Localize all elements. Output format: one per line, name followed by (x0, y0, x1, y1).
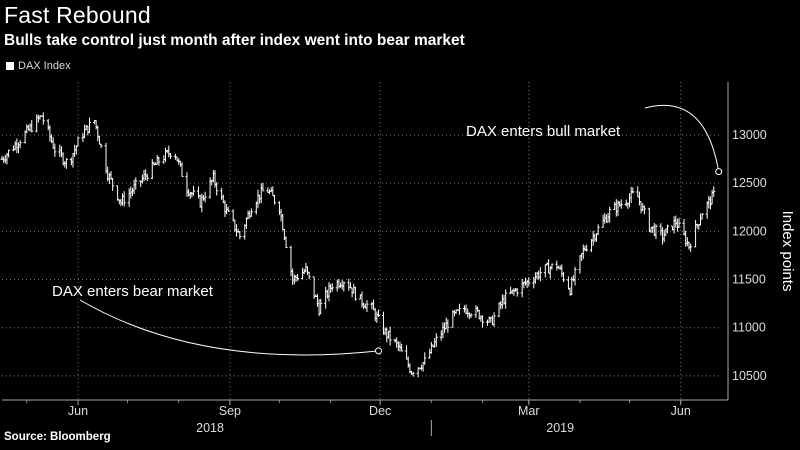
chart-title: Fast Rebound (4, 2, 151, 28)
bull-market-marker (715, 168, 723, 176)
x-tick-label: Sep (219, 404, 241, 418)
bear-market-marker (375, 347, 383, 355)
y-tick-label: 12000 (732, 224, 767, 238)
year-label: 2019 (546, 421, 574, 435)
annotations: DAX enters bear market DAX enters bull ma… (52, 104, 723, 356)
bull-market-label: DAX enters bull market (466, 123, 621, 140)
x-tick-label: Mar (518, 404, 540, 418)
y-tick-label: 10500 (732, 369, 767, 383)
bull-market-connector (644, 104, 720, 172)
bear-market-label: DAX enters bear market (52, 283, 214, 300)
source-note: Source: Bloomberg (4, 431, 111, 443)
y-tick-label: 13000 (732, 128, 767, 142)
bear-market-connector (79, 299, 379, 356)
x-tick-label: Dec (369, 404, 391, 418)
y-axis-title: Index points (779, 211, 796, 292)
y-tick-label: 12500 (732, 176, 767, 190)
year-label: 2018 (196, 421, 224, 435)
legend-swatch (6, 62, 14, 70)
legend: DAX Index (6, 60, 71, 72)
ohlc-series (0, 112, 716, 378)
axes: 10500 11000 11500 12000 12500 13000 Jun Sep Dec M… (2, 82, 796, 436)
x-tick-label: Jun (68, 404, 88, 418)
grid (2, 82, 722, 400)
legend-label: DAX Index (18, 60, 71, 72)
y-tick-label: 11000 (732, 321, 766, 335)
y-tick-label: 11500 (732, 273, 766, 287)
chart-subtitle: Bulls take control just month after inde… (4, 32, 465, 49)
x-tick-label: Jun (671, 404, 691, 418)
